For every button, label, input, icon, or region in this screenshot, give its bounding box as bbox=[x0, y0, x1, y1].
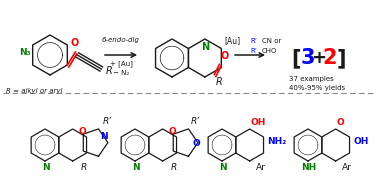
Text: Ar: Ar bbox=[256, 163, 266, 172]
Text: CN or: CN or bbox=[262, 38, 281, 44]
Text: OH: OH bbox=[250, 118, 266, 127]
Text: + [Au]: + [Au] bbox=[109, 60, 132, 67]
Text: N₃: N₃ bbox=[19, 48, 31, 57]
Text: O: O bbox=[337, 118, 344, 127]
Text: 3: 3 bbox=[301, 48, 315, 68]
Text: O: O bbox=[220, 51, 229, 61]
Text: N: N bbox=[100, 132, 108, 141]
Text: O: O bbox=[79, 127, 86, 136]
Text: − N₂: − N₂ bbox=[113, 70, 129, 76]
Text: N: N bbox=[132, 163, 140, 172]
Text: +: + bbox=[311, 49, 326, 67]
Text: [: [ bbox=[291, 48, 301, 68]
Text: R’: R’ bbox=[103, 117, 112, 126]
Text: ]: ] bbox=[336, 48, 346, 68]
Text: R: R bbox=[81, 163, 87, 172]
Text: R: R bbox=[171, 163, 177, 172]
Text: O: O bbox=[192, 139, 200, 148]
Text: 40%-95% yields: 40%-95% yields bbox=[289, 85, 345, 91]
Text: R’: R’ bbox=[191, 117, 200, 126]
Text: Ar: Ar bbox=[342, 163, 352, 172]
Text: 6-endo-dig: 6-endo-dig bbox=[102, 37, 140, 43]
Text: R’: R’ bbox=[250, 48, 257, 54]
Text: R = alkyl or aryl: R = alkyl or aryl bbox=[6, 88, 62, 94]
Text: O: O bbox=[70, 38, 79, 48]
Text: R: R bbox=[215, 77, 222, 87]
Text: OH: OH bbox=[353, 137, 368, 146]
Text: CHO: CHO bbox=[262, 48, 277, 54]
Text: [Au]: [Au] bbox=[225, 36, 241, 46]
Text: 2: 2 bbox=[323, 48, 337, 68]
Text: O: O bbox=[168, 127, 176, 136]
Text: 37 examples: 37 examples bbox=[289, 76, 334, 82]
Text: R’: R’ bbox=[250, 38, 257, 44]
Text: N: N bbox=[42, 163, 50, 172]
Text: NH: NH bbox=[302, 163, 317, 172]
Text: NH₂: NH₂ bbox=[267, 137, 287, 146]
Text: N: N bbox=[219, 163, 227, 172]
Text: R: R bbox=[105, 66, 112, 76]
Text: N: N bbox=[201, 42, 209, 52]
